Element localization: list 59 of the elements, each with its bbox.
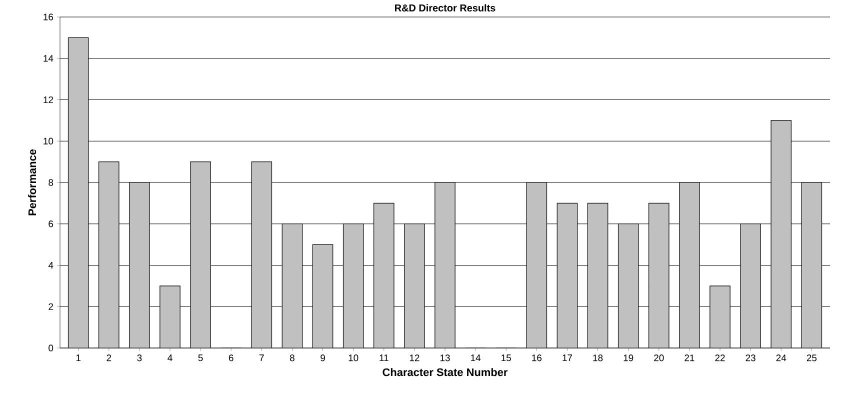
- x-tick-label: 2: [106, 354, 112, 362]
- x-tick-label: 10: [348, 354, 358, 362]
- bar: [556, 202, 578, 348]
- bar: [160, 286, 180, 348]
- bar: [342, 224, 364, 348]
- x-tick-label: 17: [562, 354, 572, 362]
- x-axis-title: Character State Number: [382, 368, 508, 376]
- bar: [129, 182, 150, 348]
- x-tick-label: 21: [684, 354, 694, 362]
- bar: [68, 37, 89, 348]
- x-tick-label: 19: [624, 354, 634, 362]
- y-tick-label: 16: [44, 14, 54, 20]
- bar: [190, 162, 211, 348]
- y-tick-label: 8: [48, 179, 54, 186]
- x-tick-label: 9: [320, 354, 325, 362]
- bar: [434, 182, 456, 348]
- bar: [251, 162, 272, 348]
- bar: [801, 182, 822, 348]
- x-tick-label: 3: [137, 354, 142, 362]
- y-tick-label: 6: [48, 220, 54, 228]
- bar: [679, 182, 700, 348]
- bar: [312, 244, 334, 348]
- x-tick-label: 24: [776, 354, 786, 362]
- bar: [710, 286, 730, 348]
- x-tick-label: 11: [380, 354, 388, 362]
- x-tick-label: 4: [168, 354, 172, 362]
- y-axis-title: Performance: [28, 149, 36, 216]
- x-tick-label: 13: [440, 354, 450, 362]
- y-tick-label: 2: [48, 303, 54, 310]
- y-tick-label: 12: [44, 96, 54, 104]
- bar: [404, 224, 425, 348]
- bar: [282, 224, 303, 348]
- x-tick-label: 12: [410, 354, 420, 362]
- bar: [740, 224, 761, 348]
- x-tick-label: 6: [228, 354, 234, 362]
- x-tick-label: 22: [715, 354, 725, 362]
- chart-title: R&D Director Results: [395, 4, 496, 12]
- x-tick-label: 18: [593, 354, 603, 362]
- x-tick-label: 1: [76, 354, 80, 362]
- x-tick-label: 23: [746, 354, 756, 362]
- x-tick-label: 25: [806, 354, 817, 362]
- bar: [770, 120, 792, 348]
- bar: [374, 202, 394, 348]
- bar: [587, 202, 608, 348]
- x-tick-label: 8: [290, 354, 294, 362]
- x-tick-label: 5: [198, 354, 203, 362]
- bar: [98, 162, 120, 348]
- y-tick-label: 0: [48, 344, 54, 352]
- bar: [526, 182, 548, 348]
- x-tick-label: 14: [471, 354, 481, 362]
- x-tick-label: 15: [502, 354, 511, 362]
- y-tick-label: 4: [48, 262, 54, 269]
- x-tick-label: 7: [260, 354, 264, 362]
- bar: [618, 224, 639, 348]
- bar: [648, 202, 670, 348]
- y-tick-label: 10: [44, 138, 54, 144]
- y-tick-label: 14: [44, 55, 54, 62]
- x-tick-label: 16: [532, 354, 542, 362]
- x-tick-label: 20: [654, 354, 664, 362]
